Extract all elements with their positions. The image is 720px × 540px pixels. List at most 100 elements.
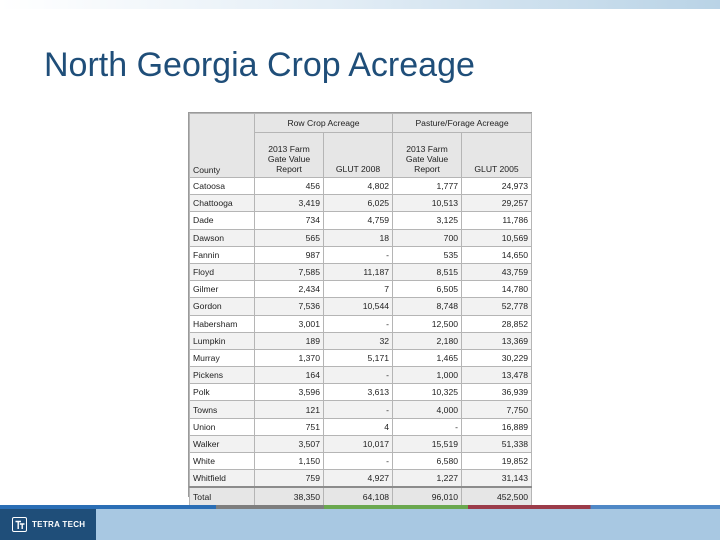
county-cell: Floyd [189, 262, 255, 282]
pasture-farm-gate-cell: 1,465 [392, 348, 463, 368]
row-crop-farm-gate-cell: 3,596 [254, 383, 324, 402]
table-body: Catoosa 456 4,802 1,777 24,973 Chattooga 3,419… [189, 176, 533, 488]
row-crop-farm-gate-cell: 121 [254, 400, 324, 419]
row-crop-farm-gate-cell: 3,419 [254, 194, 324, 213]
pasture-farm-gate-cell: 15,519 [392, 434, 463, 454]
pasture-glut-header: GLUT 2005 [461, 132, 533, 178]
pasture-glut-cell: 51,338 [461, 434, 533, 454]
table-row: Towns 121-4,000 7,750 [189, 400, 533, 419]
pasture-farm-gate-cell: 3,125 [392, 211, 463, 230]
county-cell: Union [189, 417, 255, 436]
tt-glyph-icon [15, 520, 24, 529]
pasture-glut-cell: 31,143 [461, 469, 533, 488]
county-header: County [189, 113, 255, 178]
pasture-glut-cell: 28,852 [461, 314, 533, 333]
pasture-glut-cell: 16,889 [461, 417, 533, 436]
row-crop-farm-gate-cell: 759 [254, 469, 324, 488]
county-cell: Towns [189, 400, 255, 419]
county-cell: Walker [189, 434, 255, 454]
pasture-glut-cell: 7,750 [461, 400, 533, 419]
row-crop-farm-gate-cell: 734 [254, 211, 324, 230]
pasture-farm-gate-cell: 4,000 [392, 400, 463, 419]
county-cell: Fannin [189, 245, 255, 264]
county-cell: White [189, 451, 255, 471]
pasture-farm-gate-cell: 12,500 [392, 314, 463, 333]
row-crop-glut-cell: 11,187 [322, 262, 394, 282]
total-pasture-farm-gate: 96,010 [392, 486, 463, 508]
pasture-farm-gate-cell: 10,513 [392, 194, 463, 213]
pasture-glut-cell: 52,778 [461, 297, 533, 316]
pasture-glut-cell: 24,973 [461, 176, 533, 196]
pasture-farm-gate-cell: 1,000 [392, 366, 463, 385]
pasture-group-header: Pasture/Forage Acreage [392, 113, 533, 133]
table-row: Fannin 987-535 14,650 [189, 245, 533, 264]
row-crop-glut-cell: 18 [322, 228, 394, 247]
total-label: Total [189, 486, 255, 508]
pasture-glut-cell: 14,780 [461, 280, 533, 299]
county-cell: Chattooga [189, 194, 255, 213]
table-row: Whitfield 759 4,927 1,227 31,143 [189, 469, 533, 488]
total-pasture-glut: 452,500 [461, 486, 533, 508]
pasture-glut-cell: 43,759 [461, 262, 533, 282]
row-crop-glut-cell: 6,025 [322, 194, 394, 213]
row-crop-glut-cell: 4,802 [322, 176, 394, 196]
footer-color-rule [0, 505, 720, 509]
row-crop-farm-gate-cell: 1,150 [254, 451, 324, 471]
table-row: Polk 3,596 3,613 10,325 36,939 [189, 383, 533, 402]
pasture-glut-cell: 13,478 [461, 366, 533, 385]
pasture-glut-cell: 14,650 [461, 245, 533, 264]
pasture-farm-gate-cell: 535 [392, 245, 463, 264]
pasture-farm-gate-cell: 700 [392, 228, 463, 247]
table-row: Gordon 7,536 10,544 8,748 52,778 [189, 297, 533, 316]
pasture-glut-cell: 13,369 [461, 331, 533, 350]
row-crop-glut-header: GLUT 2008 [322, 132, 394, 178]
table-row: Floyd 7,585 11,187 8,515 43,759 [189, 262, 533, 282]
pasture-glut-cell: 11,786 [461, 211, 533, 230]
row-crop-glut-cell: - [322, 314, 394, 333]
table-row: Chattooga 3,419 6,025 10,513 29,257 [189, 194, 533, 213]
pasture-glut-cell: 10,569 [461, 228, 533, 247]
table-row: Walker 3,507 10,017 15,519 51,338 [189, 434, 533, 454]
pasture-farm-gate-cell: 10,325 [392, 383, 463, 402]
table-row: Pickens 164-1,000 13,478 [189, 366, 533, 385]
row-crop-glut-cell: - [322, 366, 394, 385]
row-crop-glut-cell: - [322, 451, 394, 471]
table-row: Murray 1,370 5,171 1,465 30,229 [189, 348, 533, 368]
row-crop-farm-gate-cell: 987 [254, 245, 324, 264]
county-cell: Whitfield [189, 469, 255, 488]
row-crop-glut-cell: 32 [322, 331, 394, 350]
total-row-crop-farm-gate: 38,350 [254, 486, 324, 508]
county-cell: Dade [189, 211, 255, 230]
row-crop-glut-cell: 10,017 [322, 434, 394, 454]
pasture-glut-cell: 29,257 [461, 194, 533, 213]
table-row: Gilmer 2,434 7 6,505 14,780 [189, 280, 533, 299]
pasture-glut-cell: 19,852 [461, 451, 533, 471]
county-cell: Murray [189, 348, 255, 368]
pasture-farm-gate-cell: 6,580 [392, 451, 463, 471]
pasture-farm-gate-cell: 6,505 [392, 280, 463, 299]
county-cell: Dawson [189, 228, 255, 247]
pasture-glut-cell: 30,229 [461, 348, 533, 368]
row-crop-glut-cell: 10,544 [322, 297, 394, 316]
row-crop-glut-cell: 4 [322, 417, 394, 436]
row-crop-farm-gate-cell: 565 [254, 228, 324, 247]
row-crop-glut-cell: 3,613 [322, 383, 394, 402]
row-crop-glut-cell: - [322, 245, 394, 264]
row-crop-glut-cell: 4,927 [322, 469, 394, 488]
pasture-farm-gate-header: 2013 Farm Gate Value Report [392, 132, 463, 178]
brand-name: TETRA TECH [32, 520, 86, 529]
county-cell: Gilmer [189, 280, 255, 299]
county-cell: Lumpkin [189, 331, 255, 350]
total-row-crop-glut: 64,108 [322, 486, 394, 508]
pasture-farm-gate-cell: - [392, 417, 463, 436]
row-crop-farm-gate-cell: 751 [254, 417, 324, 436]
table-row: Union 751 4-16,889 [189, 417, 533, 436]
row-crop-farm-gate-cell: 3,001 [254, 314, 324, 333]
county-cell: Catoosa [189, 176, 255, 196]
table-row: Catoosa 456 4,802 1,777 24,973 [189, 176, 533, 196]
pasture-glut-cell: 36,939 [461, 383, 533, 402]
row-crop-farm-gate-cell: 2,434 [254, 280, 324, 299]
pasture-farm-gate-cell: 1,777 [392, 176, 463, 196]
brand-logo: TETRA TECH [0, 509, 96, 540]
footer-bar [0, 509, 720, 540]
